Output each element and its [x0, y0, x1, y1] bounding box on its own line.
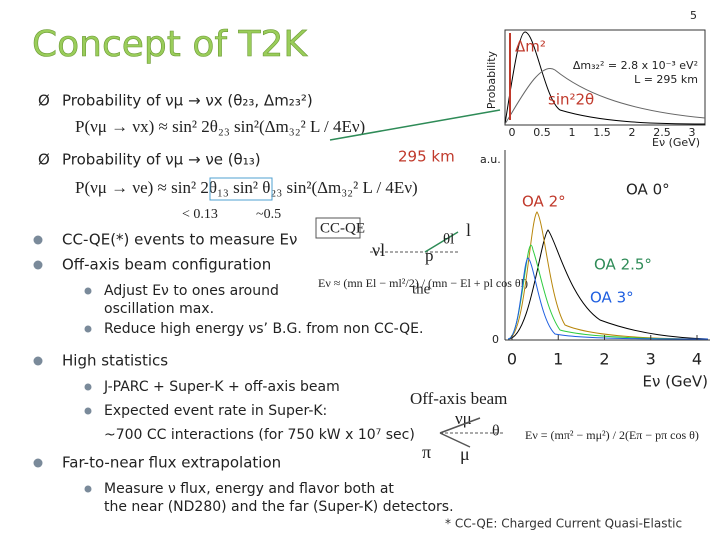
x-tick-label: 2 — [629, 126, 636, 139]
x-tick-label: 3 — [689, 126, 696, 139]
x-label: Eν (GeV) — [643, 373, 708, 391]
title: Concept of T2K — [32, 24, 308, 65]
y-tick: 0 — [492, 333, 499, 346]
formula: Eν = (mπ² − mμ²) / 2(Eπ − pπ cos θ) — [525, 428, 699, 442]
params: Δm₃₂² = 2.8 x 10⁻³ eV² — [573, 59, 698, 72]
bullet-text: Expected event rate in Super-K: — [104, 403, 327, 419]
x-tick-label: 2.5 — [653, 126, 671, 139]
bullet-text: High statistics — [62, 352, 168, 370]
x-ticks: 0 1 2 3 4 — [507, 335, 702, 369]
arrow-bullet: Ø — [38, 151, 50, 169]
flux-curve — [507, 257, 709, 340]
formula: P(νμ → νx) ≈ sin² 2θ₂₃ sin²(Δm₃₂² L / 4E… — [75, 117, 365, 136]
heading: Probability of νμ → νx (θ₂₃, Δm₂₃²) — [62, 92, 313, 110]
bullet-dot — [33, 356, 43, 366]
bullet-dot — [84, 407, 92, 415]
bullet-text: Adjust Eν to ones around — [104, 283, 279, 299]
bullets: CC-QE(*) events to measure Eν Off-axis be… — [33, 231, 454, 515]
bullet-text: Off-axis beam configuration — [62, 256, 271, 274]
bullet-dot — [33, 235, 43, 245]
x-label: Eν (GeV) — [652, 136, 700, 149]
page-number: 5 — [690, 9, 697, 22]
diagram-label: CC-QE — [320, 220, 365, 236]
proton: p — [425, 246, 434, 265]
bullet-dot — [84, 325, 92, 333]
flux-curve — [507, 229, 709, 340]
x-tick-label: 3 — [646, 350, 656, 369]
curve-label: OA 2.5° — [594, 256, 652, 274]
bullet-text: ~700 CC interactions (for 750 kW x 10⁷ s… — [104, 427, 415, 443]
bullet-dot — [84, 485, 92, 493]
heading: Probability of νμ → νe (θ₁₃) — [62, 151, 261, 169]
flux-curve — [507, 211, 709, 340]
arrow-bullet: Ø — [38, 92, 50, 110]
x-ticks: 0 0.5 1 1.5 2 2.5 3 — [509, 126, 696, 139]
y-label: Probability — [485, 50, 498, 109]
x-tick-label: 1 — [569, 126, 576, 139]
bullet-dot — [84, 383, 92, 391]
box — [315, 217, 361, 239]
pion: π — [422, 442, 431, 462]
note: ~0.5 — [256, 207, 281, 222]
bullet-text: Measure ν flux, energy and flavor both a… — [104, 481, 394, 497]
baseline: 295 km — [398, 148, 455, 166]
curve — [504, 31, 706, 125]
bullet-dot — [84, 287, 92, 295]
neutrino: νl — [372, 240, 385, 260]
curve-label: OA 3° — [590, 289, 634, 307]
formula: P(νμ → νe) ≈ sin² 2θ₁₃ sin² θ₂₃ sin²(Δm₃… — [75, 178, 418, 197]
bullet-text: Reduce high energy νs’ B.G. from non CC-… — [104, 321, 423, 337]
x-tick-label: 1 — [553, 350, 563, 369]
x-tick-label: 0 — [509, 126, 516, 139]
diagram-label: Off-axis beam — [410, 389, 507, 408]
curve-label: OA 0° — [626, 181, 670, 199]
muon: μ — [460, 444, 470, 464]
neutrino-track — [439, 417, 481, 434]
mixing-label: sin²2θ — [548, 91, 594, 109]
x-tick-label: 0 — [507, 350, 517, 369]
x-tick-label: 1.5 — [593, 126, 611, 139]
x-tick-label: 0.5 — [533, 126, 551, 139]
pointer — [329, 109, 501, 141]
x-tick-label: 4 — [692, 350, 702, 369]
x-tick-label: 2 — [599, 350, 609, 369]
curve — [504, 67, 706, 125]
curve-label: OA 2° — [522, 193, 566, 211]
bullet-text: CC-QE(*) events to measure Eν — [62, 231, 297, 249]
bullet-dot — [33, 458, 43, 468]
highlight — [209, 177, 273, 201]
angle: θ — [492, 423, 500, 440]
bullet-text: J-PARC + Super-K + off-axis beam — [103, 379, 340, 395]
amplitude-label: Δm² — [515, 38, 546, 56]
plot-frame — [504, 29, 706, 126]
footnote: * CC-QE: Charged Current Quasi-Elastic — [445, 517, 682, 531]
note: < 0.13 — [182, 207, 218, 222]
y-label: a.u. — [480, 153, 501, 166]
lepton-track — [424, 231, 459, 253]
overlay: the — [412, 281, 431, 297]
angle: θl — [443, 231, 454, 247]
bullet-text: Far-to-near flux extrapolation — [62, 454, 281, 472]
lepton: l — [466, 220, 471, 240]
bullet-text: the near (ND280) and the far (Super-K) d… — [104, 499, 454, 515]
flux-curve — [507, 245, 709, 340]
neutrino: νμ — [455, 409, 472, 428]
bullet-dot — [33, 260, 43, 270]
bullet-text: oscillation max. — [104, 301, 214, 317]
params: L = 295 km — [634, 73, 698, 86]
muon-track — [439, 432, 471, 448]
formula: Eν ≈ (mn El − ml²/2) / (mn − El + pl cos… — [318, 276, 528, 290]
